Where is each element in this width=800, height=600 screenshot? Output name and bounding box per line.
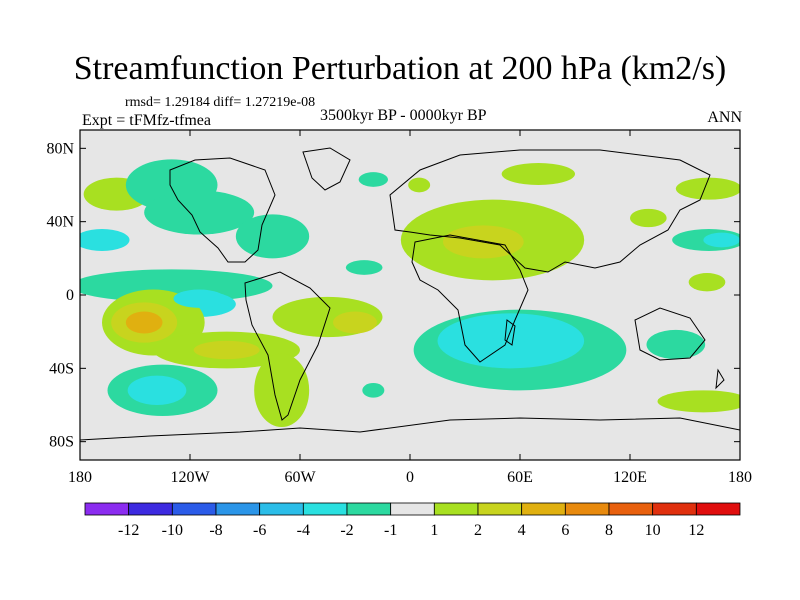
colorbar-swatch (390, 502, 435, 516)
period-label: 3500kyr BP - 0000kyr BP (320, 107, 487, 124)
x-tick-label: 180 (68, 469, 92, 486)
colorbar-label: 8 (605, 522, 613, 539)
colorbar-label: -8 (209, 522, 222, 539)
anomaly-region-14 (688, 273, 726, 292)
colorbar-label: 2 (474, 522, 482, 539)
colorbar-label: -6 (253, 522, 266, 539)
anomaly-region-27 (127, 375, 187, 406)
anomaly-region-32 (492, 326, 530, 345)
colorbar-swatch (695, 502, 741, 516)
colorbar-label: -2 (340, 522, 353, 539)
anomaly-region-10 (630, 208, 667, 228)
colorbar-swatch (564, 502, 610, 516)
experiment-label: Expt = tFMfz-tfmea (82, 112, 211, 129)
anomaly-region-24 (125, 311, 163, 334)
colorbar-label: 12 (688, 522, 704, 539)
anomaly-region-3 (235, 214, 310, 259)
x-tick-label: 180 (728, 469, 752, 486)
colorbar-swatch (128, 502, 173, 516)
x-tick-label: 60E (507, 469, 533, 486)
anomaly-layer (80, 159, 740, 428)
colorbar: -12 -10 -8 -6 -4 -2 -1 1 2 4 6 8 10 12 (84, 502, 741, 539)
anomaly-region-13 (675, 177, 740, 200)
colorbar-swatch (302, 502, 348, 516)
anomaly-region-28 (173, 289, 225, 308)
colorbar-swatch (608, 502, 654, 516)
x-tick-label: 120W (170, 469, 210, 486)
colorbar-label: 4 (518, 522, 526, 539)
colorbar-swatch (652, 502, 697, 516)
anomaly-region-34 (657, 390, 740, 413)
colorbar-swatch (215, 502, 261, 516)
anomaly-region-33 (646, 329, 706, 360)
colorbar-label: 10 (645, 522, 661, 539)
anomaly-region-17 (345, 260, 383, 275)
anomaly-region-29 (362, 383, 385, 398)
colorbar-label: -10 (162, 522, 183, 539)
anomaly-region-12 (703, 232, 740, 248)
colorbar-label: -12 (118, 522, 139, 539)
colorbar-swatch (84, 502, 130, 516)
x-tick-label: 60W (284, 469, 316, 486)
stats-label: rmsd= 1.29184 diff= 1.27219e-08 (125, 95, 316, 110)
anomaly-region-2 (144, 190, 255, 235)
anomaly-region-25 (193, 340, 260, 360)
anomaly-region-6 (408, 177, 431, 193)
chart-title: Streamfunction Perturbation at 200 hPa (… (73, 50, 727, 87)
y-tick-label: 40S (49, 360, 74, 377)
colorbar-swatch (171, 502, 217, 516)
anomaly-region-19 (333, 311, 377, 334)
y-tick-label: 0 (66, 287, 74, 304)
anomaly-region-22 (254, 353, 310, 428)
colorbar-swatch (433, 502, 479, 516)
y-tick-label: 80S (49, 434, 74, 451)
colorbar-label: -4 (297, 522, 310, 539)
x-tick-label: 120E (613, 469, 647, 486)
colorbar-label: 1 (430, 522, 438, 539)
season-label: ANN (707, 109, 742, 126)
colorbar-swatch (521, 502, 566, 516)
y-tick-label: 80N (46, 140, 74, 157)
x-tick-label: 0 (406, 469, 414, 486)
colorbar-swatch (346, 502, 392, 516)
anomaly-region-4 (80, 229, 130, 251)
colorbar-swatch (477, 502, 523, 516)
colorbar-label: 6 (561, 522, 569, 539)
y-tick-label: 40N (46, 214, 74, 231)
anomaly-region-5 (358, 172, 389, 187)
coastlines (80, 147, 740, 441)
colorbar-swatch (259, 502, 304, 516)
colorbar-label: -1 (384, 522, 397, 539)
map-frame (79, 129, 741, 461)
anomaly-region-7 (501, 163, 575, 185)
